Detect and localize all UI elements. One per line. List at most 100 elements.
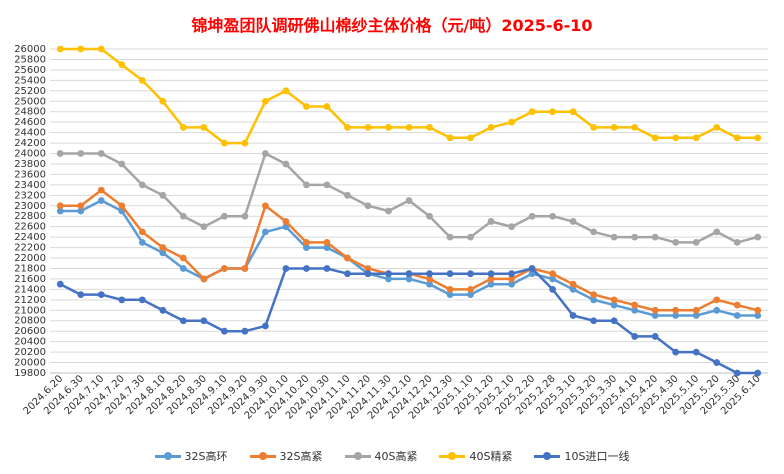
legend-label: 32S高环 (184, 450, 228, 463)
data-point (323, 181, 331, 189)
data-point (651, 333, 659, 340)
data-point (590, 228, 598, 236)
data-point (159, 249, 167, 257)
y-tick-label: 21400 (14, 284, 46, 295)
data-point (56, 150, 64, 157)
data-point (364, 270, 372, 278)
data-point (713, 359, 721, 366)
data-point (672, 312, 680, 319)
y-tick-label: 25400 (14, 75, 46, 86)
data-point (713, 228, 721, 236)
data-point (97, 45, 105, 53)
y-tick-label: 20200 (14, 347, 46, 358)
data-point (610, 301, 618, 309)
data-point (651, 134, 659, 142)
data-point (138, 76, 146, 84)
data-point (631, 123, 639, 131)
data-point (590, 296, 598, 304)
data-point (487, 270, 495, 278)
data-point (118, 296, 126, 304)
data-point (179, 212, 187, 220)
data-point (159, 306, 167, 314)
data-point (303, 265, 310, 272)
data-point (77, 150, 85, 157)
data-point (56, 202, 64, 210)
y-tick-label: 25800 (14, 54, 46, 65)
data-point (508, 223, 515, 231)
data-point (200, 317, 208, 325)
data-point (549, 108, 556, 116)
data-point (179, 254, 187, 262)
data-point (487, 280, 495, 288)
data-point (323, 265, 331, 272)
data-point (610, 123, 618, 131)
data-point (692, 134, 700, 142)
data-point (733, 238, 741, 246)
data-point (262, 97, 269, 105)
data-point (528, 265, 536, 272)
data-point (220, 139, 228, 147)
data-point (220, 327, 228, 335)
data-point (179, 265, 187, 272)
data-point (467, 291, 474, 299)
data-point (754, 312, 762, 319)
data-point (200, 123, 208, 131)
data-point (77, 207, 85, 215)
data-point (303, 244, 310, 251)
data-point (692, 312, 700, 319)
y-tick-label: 19800 (14, 368, 46, 379)
y-tick-label: 23000 (14, 201, 46, 212)
data-point (179, 317, 187, 325)
legend-label: 40S高紧 (374, 450, 418, 463)
data-point (651, 306, 659, 314)
data-point (385, 275, 392, 283)
data-point (138, 181, 146, 189)
data-point (200, 275, 208, 283)
legend-swatch (439, 451, 466, 461)
data-point (426, 212, 433, 220)
data-point (200, 223, 208, 231)
data-point (590, 291, 598, 299)
data-point (631, 301, 639, 309)
data-point (241, 265, 249, 272)
data-point (426, 275, 433, 283)
data-point (344, 254, 351, 262)
data-point (118, 202, 126, 210)
data-point (56, 280, 64, 288)
data-point (56, 45, 64, 53)
data-point (138, 228, 146, 236)
data-point (631, 233, 639, 241)
legend-item: 32S高紧 (249, 448, 323, 464)
y-tick-label: 24800 (14, 107, 46, 118)
data-point (754, 369, 762, 377)
data-point (97, 150, 105, 157)
data-point (713, 123, 721, 131)
data-point (385, 207, 392, 215)
y-tick-label: 20600 (14, 326, 46, 337)
data-point (159, 244, 167, 251)
legend-label: 10S进口一线 (564, 450, 630, 463)
data-point (754, 233, 762, 241)
data-point (138, 296, 146, 304)
data-point (549, 212, 556, 220)
y-tick-label: 21600 (14, 274, 46, 285)
y-tick-label: 20800 (14, 316, 46, 327)
legend-swatch (249, 451, 276, 461)
data-point (97, 291, 105, 299)
data-point (385, 123, 392, 131)
data-point (590, 317, 598, 325)
data-point (692, 306, 700, 314)
y-tick-label: 20000 (14, 358, 46, 369)
y-tick-label: 25200 (14, 86, 46, 97)
data-point (405, 275, 413, 283)
data-point (405, 123, 413, 131)
data-point (467, 270, 474, 278)
data-point (56, 207, 64, 215)
data-point (364, 202, 372, 210)
chart-title: 锦坤盈团队调研佛山棉纱主体价格（元/吨）2025-6-10 (191, 16, 593, 35)
data-point (610, 233, 618, 241)
y-tick-label: 22200 (14, 243, 46, 254)
data-point (262, 150, 269, 157)
data-point (528, 108, 536, 116)
data-point (364, 265, 372, 272)
